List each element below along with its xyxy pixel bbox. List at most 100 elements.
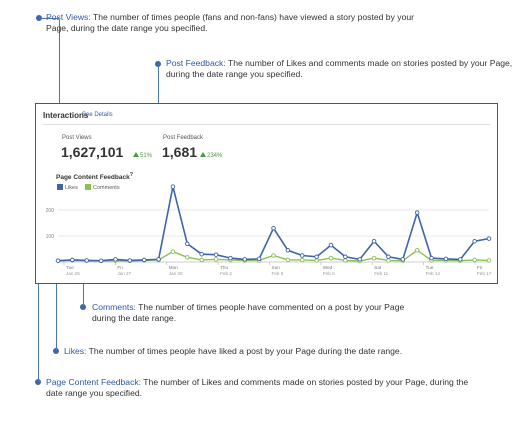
legend-comments[interactable]: Comments — [85, 184, 120, 191]
up-arrow-icon — [200, 152, 206, 157]
legend-likes[interactable]: Likes — [57, 184, 78, 191]
post-views-horizontal-connector — [39, 18, 59, 19]
y-tick-label: 100 — [46, 234, 55, 240]
data-point-likes — [443, 256, 449, 262]
data-point-likes — [256, 256, 262, 262]
data-point-comments — [414, 248, 420, 253]
x-tick-label-day: Tue — [66, 265, 74, 270]
annotation-post-views-text: The number of times people (fans and non… — [46, 12, 414, 33]
legend-comments-label: Comments — [93, 185, 120, 191]
annotation-post-feedback-text: The number of Likes and comments made on… — [166, 58, 513, 79]
annotation-post-feedback: Post Feedback: The number of Likes and c… — [166, 58, 521, 80]
annotation-pcf-term: Page Content Feedback: — [46, 377, 142, 387]
x-tick-label-date: Jan 27 — [117, 271, 131, 276]
data-point-likes — [299, 253, 305, 258]
annotation-comments-term: Comments: — [92, 302, 136, 312]
x-tick-label-day: Sun — [272, 265, 281, 270]
data-point-likes — [127, 258, 133, 263]
x-tick-label-date: Feb 2 — [220, 271, 232, 276]
data-point-likes — [386, 254, 391, 260]
annotation-post-views: Post Views: The number of times people (… — [46, 12, 426, 34]
data-point-likes — [156, 257, 161, 262]
data-point-likes — [285, 248, 291, 253]
data-point-likes — [472, 238, 477, 244]
x-tick-label-day: Wed — [323, 265, 333, 270]
see-details-link[interactable]: See Details — [82, 112, 113, 118]
data-point-comments — [213, 257, 219, 262]
data-point-comments — [299, 257, 305, 263]
x-tick-label-day: Sat — [374, 265, 382, 270]
data-point-likes — [314, 254, 319, 260]
pcf-title-text: Page Content Feedback — [56, 174, 130, 182]
pcf-marker-dot — [35, 379, 41, 385]
data-point-likes — [242, 257, 248, 262]
data-point-likes — [357, 257, 362, 262]
annotation-pcf-text: The number of Likes and comments made on… — [46, 377, 469, 398]
series-line-likes — [57, 186, 490, 262]
x-tick-label-date: Feb 17 — [477, 271, 492, 276]
data-point-comments — [328, 255, 334, 261]
data-point-comments — [185, 255, 190, 260]
interactions-panel: Interactions See Details Post Views 1,62… — [35, 103, 498, 284]
annotation-page-content-feedback: Page Content Feedback: The number of Lik… — [46, 377, 486, 399]
data-point-likes — [429, 255, 434, 261]
x-tick-label-day: Thu — [220, 265, 228, 270]
data-point-comments — [285, 257, 291, 263]
x-tick-label-date: Jan 30 — [169, 271, 183, 276]
data-point-likes — [199, 251, 204, 257]
post-views-value: 1,627,101 — [61, 144, 124, 160]
x-tick-label-date: Feb 8 — [323, 271, 335, 276]
data-point-likes — [271, 225, 276, 231]
annotation-likes-text: The number of times people have liked a … — [86, 346, 403, 356]
x-tick-label-date: Feb 5 — [272, 271, 284, 276]
annotation-comments: Comments: The number of times people hav… — [92, 302, 412, 324]
data-point-comments — [472, 257, 477, 263]
x-tick-label-date: Jan 25 — [66, 271, 80, 276]
likes-checkbox[interactable] — [57, 184, 63, 190]
data-point-comments — [199, 257, 204, 263]
data-point-likes — [343, 254, 348, 260]
panel-title: Interactions — [43, 111, 89, 120]
post-views-label: Post Views — [62, 135, 92, 141]
comments-marker-dot — [80, 304, 86, 310]
x-tick-label-day: Fri — [477, 265, 482, 270]
post-views-change: 51% — [133, 152, 152, 159]
panel-divider — [43, 124, 490, 125]
x-tick-label-day: Fri — [117, 265, 122, 270]
annotation-comments-text: The number of times people have commente… — [92, 302, 405, 323]
post-feedback-label: Post Feedback — [163, 135, 204, 141]
up-arrow-icon — [133, 152, 139, 157]
data-point-comments — [271, 253, 276, 258]
data-point-likes — [70, 257, 75, 263]
x-tick-label-day: Tue — [426, 265, 434, 270]
data-point-likes — [400, 257, 406, 262]
pcf-help-icon[interactable]: ? — [129, 172, 133, 178]
data-point-likes — [486, 236, 492, 241]
comments-checkbox[interactable] — [85, 184, 91, 190]
annotation-post-views-term: Post Views: — [46, 12, 91, 22]
data-point-likes — [113, 257, 118, 262]
likes-marker-dot — [53, 348, 59, 354]
data-point-comments — [386, 258, 391, 263]
annotation-likes: Likes: The number of times people have l… — [64, 346, 524, 357]
data-point-likes — [185, 241, 190, 247]
legend-likes-label: Likes — [65, 185, 78, 191]
post-feedback-change-value: 234% — [207, 153, 223, 159]
data-point-comments — [486, 258, 492, 263]
page-content-feedback-title: Page Content Feedback? — [56, 172, 133, 181]
annotation-likes-term: Likes: — [64, 346, 87, 356]
data-point-comments — [170, 249, 176, 254]
data-point-likes — [98, 258, 104, 263]
data-point-comments — [314, 258, 319, 263]
y-tick-label: 200 — [46, 208, 55, 214]
post-feedback-value: 1,681 — [162, 144, 198, 160]
data-point-likes — [228, 255, 233, 261]
data-point-likes — [458, 257, 463, 262]
post-views-vertical-connector — [59, 20, 60, 159]
data-point-likes — [170, 184, 176, 189]
post-views-change-value: 51% — [140, 153, 153, 159]
data-point-likes — [371, 238, 377, 244]
x-tick-label-date: Feb 14 — [426, 271, 441, 276]
data-point-likes — [84, 258, 89, 263]
